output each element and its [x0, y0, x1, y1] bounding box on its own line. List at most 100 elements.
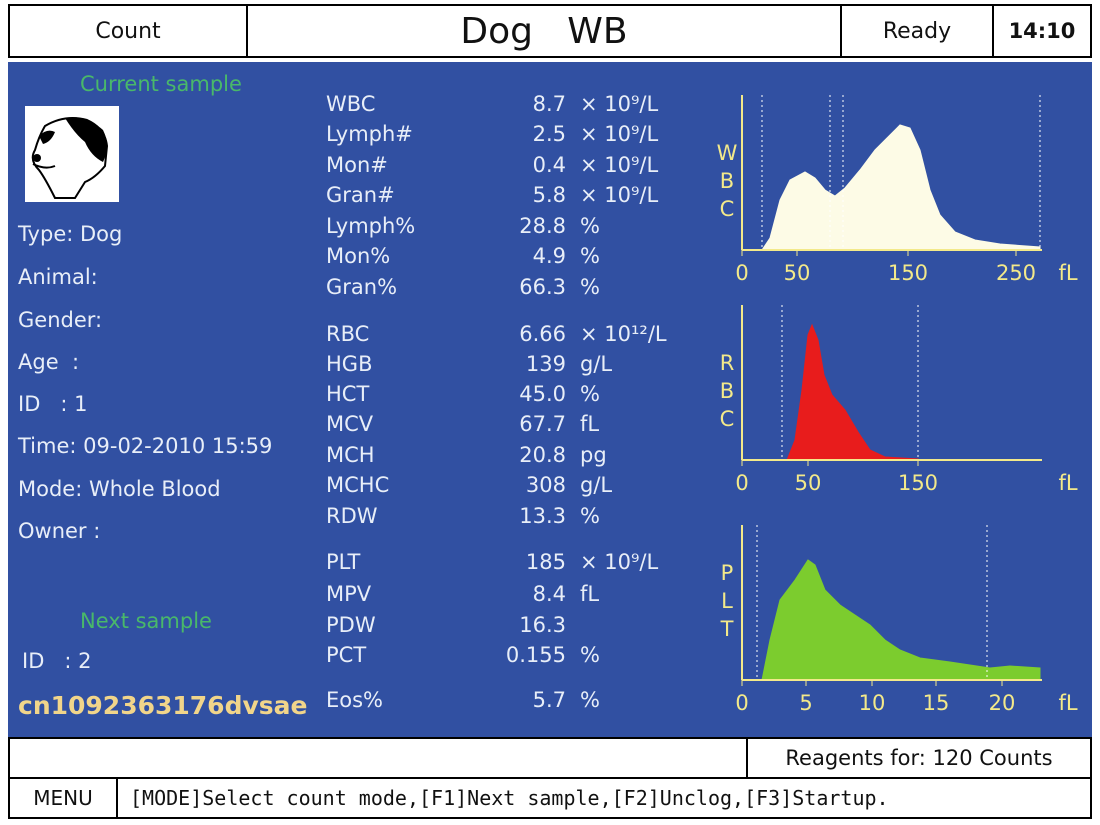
- next-sample-label: Next sample: [80, 609, 212, 633]
- tick-label-2-2: 10: [859, 691, 886, 715]
- histogram-curve-1: [786, 323, 919, 461]
- result-value-5: 4.9: [532, 244, 566, 268]
- axis-letter-1-0: R: [720, 351, 735, 375]
- result-name-12: MCHC: [326, 473, 390, 497]
- result-value-13: 13.3: [519, 504, 566, 528]
- result-unit-2: × 10⁹/L: [580, 153, 659, 177]
- age-field: Age :: [18, 350, 80, 374]
- result-name-16: PDW: [326, 613, 376, 637]
- result-name-0: WBC: [326, 92, 376, 116]
- tick-label-0-0: 0: [735, 261, 748, 285]
- result-value-14: 185: [525, 550, 566, 574]
- result-value-8: 139: [525, 352, 566, 376]
- result-value-1: 2.5: [532, 122, 566, 146]
- mode-label: Count: [8, 4, 248, 58]
- result-unit-11: pg: [580, 443, 607, 467]
- result-unit-7: × 10¹²/L: [580, 322, 667, 346]
- result-name-8: HGB: [326, 352, 373, 376]
- message-area: [8, 737, 748, 779]
- result-unit-5: %: [580, 244, 600, 268]
- next-id-field: ID : 2: [22, 649, 92, 673]
- result-unit-13: %: [580, 504, 600, 528]
- unit-label-1: fL: [1058, 471, 1077, 495]
- tick-label-2-1: 5: [799, 691, 812, 715]
- owner-field: Owner :: [18, 519, 101, 543]
- mode-field: Mode: Whole Blood: [18, 477, 221, 501]
- key-hint: [MODE]Select count mode,[F1]Next sample,…: [116, 777, 1092, 819]
- watermark-text: cn1092363176dvsae: [18, 691, 308, 720]
- result-value-2: 0.4: [532, 153, 566, 177]
- result-name-7: RBC: [326, 322, 370, 346]
- axis-letter-0-2: C: [720, 197, 735, 221]
- current-sample-label: Current sample: [80, 72, 242, 96]
- result-value-16: 16.3: [519, 613, 566, 637]
- result-unit-12: g/L: [580, 473, 613, 497]
- gender-field: Gender:: [18, 308, 103, 332]
- menu-button[interactable]: MENU: [8, 777, 118, 819]
- tick-label-0-2: 150: [888, 261, 928, 285]
- axis-letter-0-0: W: [717, 141, 738, 165]
- result-unit-6: %: [580, 275, 600, 299]
- result-name-4: Lymph%: [326, 214, 416, 238]
- result-unit-1: × 10⁹/L: [580, 122, 659, 146]
- result-unit-8: g/L: [580, 352, 613, 376]
- result-unit-15: fL: [580, 582, 600, 606]
- unit-label-2: fL: [1058, 691, 1077, 715]
- axis-letter-1-1: B: [720, 379, 734, 403]
- result-name-10: MCV: [326, 412, 374, 436]
- result-name-5: Mon%: [326, 244, 391, 268]
- histogram-curve-0: [761, 124, 1041, 251]
- result-name-14: PLT: [326, 550, 361, 574]
- result-unit-18: %: [580, 688, 600, 712]
- result-name-6: Gran%: [326, 275, 398, 299]
- tick-label-1-0: 0: [735, 471, 748, 495]
- axis-letter-2-0: P: [721, 561, 734, 585]
- axis-letter-2-1: L: [721, 589, 733, 613]
- result-name-13: RDW: [326, 504, 378, 528]
- clock: 14:10: [992, 4, 1092, 58]
- result-unit-3: × 10⁹/L: [580, 183, 659, 207]
- result-name-17: PCT: [326, 643, 367, 667]
- axis-letter-2-2: T: [720, 617, 734, 641]
- result-value-6: 66.3: [519, 275, 566, 299]
- status-label: Ready: [840, 4, 994, 58]
- result-unit-9: %: [580, 382, 600, 406]
- axis-letter-1-2: C: [720, 407, 735, 431]
- result-value-12: 308: [525, 473, 566, 497]
- result-name-1: Lymph#: [326, 122, 413, 146]
- result-value-0: 8.7: [532, 92, 566, 116]
- result-name-11: MCH: [326, 443, 375, 467]
- animal-field: Animal:: [18, 265, 98, 289]
- result-name-2: Mon#: [326, 153, 388, 177]
- tick-label-0-1: 50: [784, 261, 811, 285]
- result-value-7: 6.66: [519, 322, 566, 346]
- result-unit-0: × 10⁹/L: [580, 92, 659, 116]
- unit-label-0: fL: [1058, 261, 1077, 285]
- id-field: ID : 1: [18, 392, 88, 416]
- result-name-18: Eos%: [326, 688, 384, 712]
- result-value-3: 5.8: [532, 183, 566, 207]
- result-value-17: 0.155: [505, 643, 566, 667]
- tick-label-1-2: 150: [898, 471, 938, 495]
- time-field: Time: 09-02-2010 15:59: [18, 434, 273, 458]
- result-name-9: HCT: [326, 382, 370, 406]
- tick-label-1-1: 50: [795, 471, 822, 495]
- reagents-status: Reagents for: 120 Counts: [746, 737, 1092, 779]
- result-unit-4: %: [580, 214, 600, 238]
- result-name-15: MPV: [326, 582, 372, 606]
- tick-label-0-3: 250: [996, 261, 1036, 285]
- tick-label-2-0: 0: [735, 691, 748, 715]
- tick-label-2-4: 20: [989, 691, 1016, 715]
- result-unit-10: fL: [580, 412, 600, 436]
- result-value-10: 67.7: [519, 412, 566, 436]
- page-title: Dog WB: [246, 4, 842, 58]
- dog-image: [25, 106, 119, 202]
- result-unit-17: %: [580, 643, 600, 667]
- result-value-4: 28.8: [519, 214, 566, 238]
- result-value-18: 5.7: [532, 688, 566, 712]
- axis-letter-0-1: B: [720, 169, 734, 193]
- type-field: Type: Dog: [18, 222, 123, 246]
- histogram-curve-2: [761, 559, 1041, 681]
- tick-label-2-3: 15: [923, 691, 950, 715]
- result-name-3: Gran#: [326, 183, 395, 207]
